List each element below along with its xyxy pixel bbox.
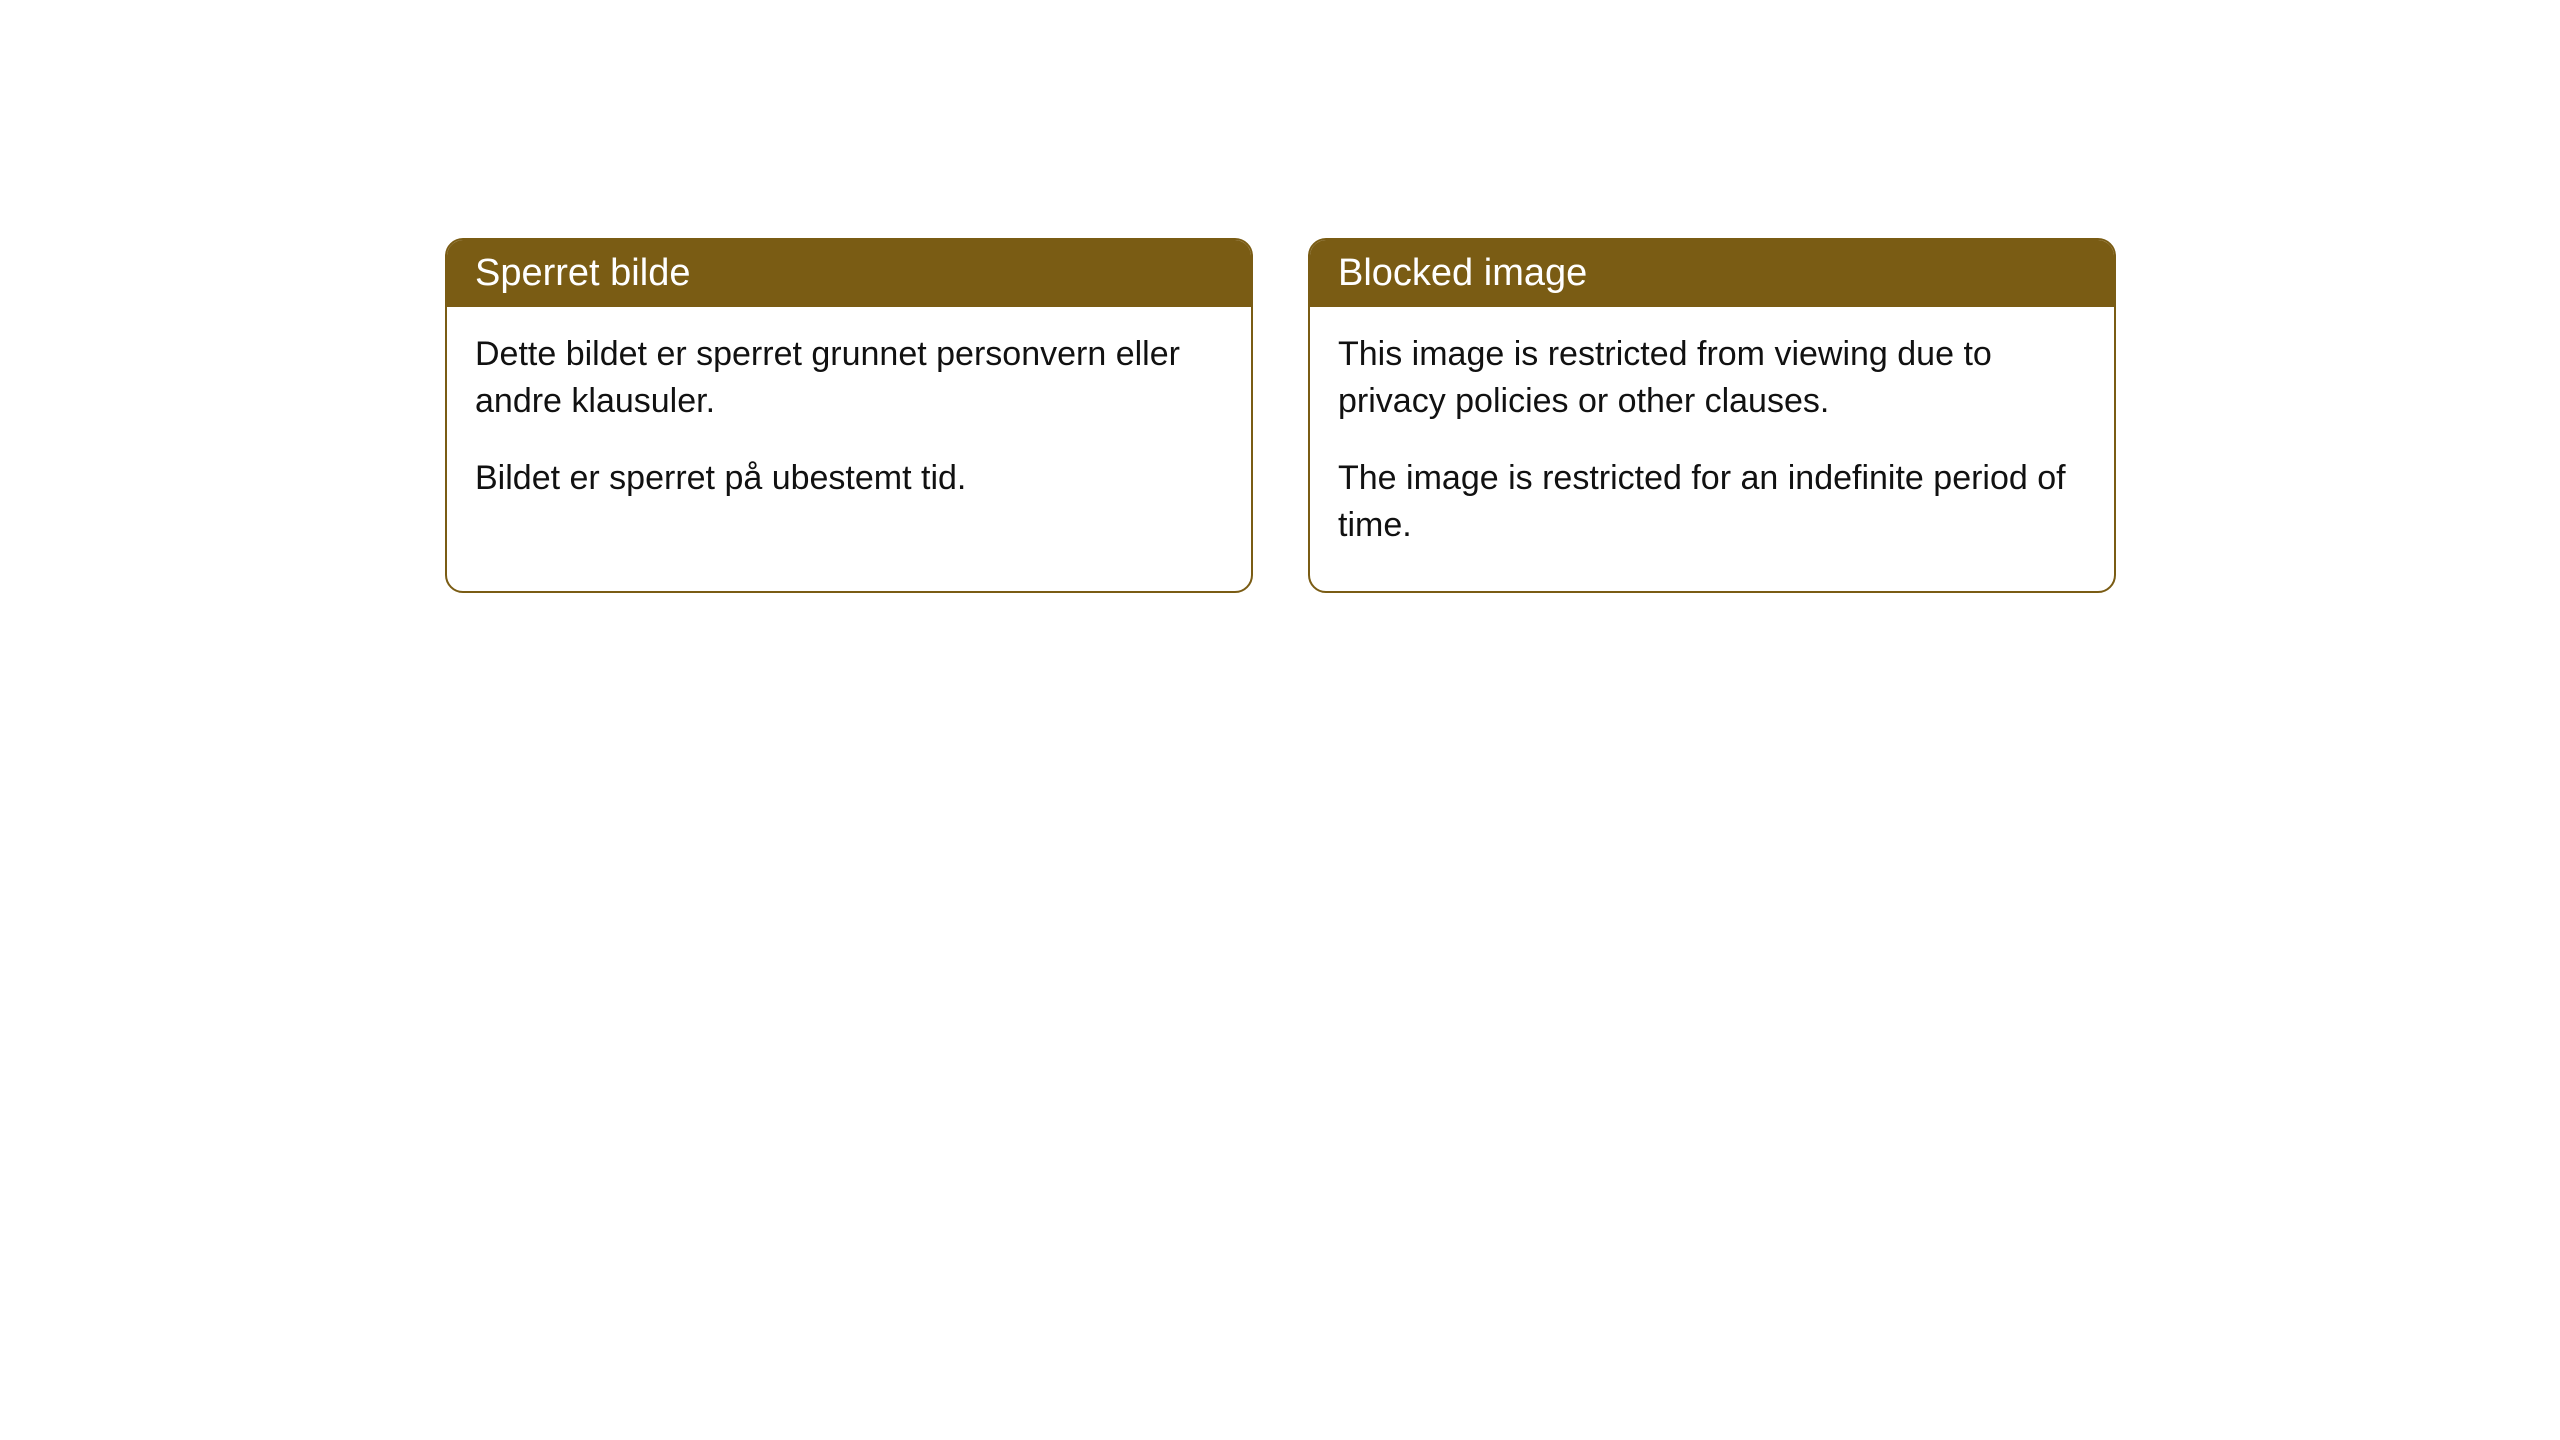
notice-title: Sperret bilde [475, 252, 690, 294]
notice-paragraph: Bildet er sperret på ubestemt tid. [475, 455, 1223, 502]
notice-body-norwegian: Dette bildet er sperret grunnet personve… [447, 307, 1251, 544]
notice-body-english: This image is restricted from viewing du… [1310, 307, 2114, 591]
notice-paragraph: The image is restricted for an indefinit… [1338, 455, 2086, 549]
notice-card-english: Blocked image This image is restricted f… [1308, 238, 2116, 593]
notice-card-norwegian: Sperret bilde Dette bildet er sperret gr… [445, 238, 1253, 593]
notice-header-norwegian: Sperret bilde [447, 240, 1251, 307]
notice-title: Blocked image [1338, 252, 1587, 294]
notice-paragraph: This image is restricted from viewing du… [1338, 331, 2086, 425]
notice-container: Sperret bilde Dette bildet er sperret gr… [445, 238, 2116, 593]
notice-header-english: Blocked image [1310, 240, 2114, 307]
notice-paragraph: Dette bildet er sperret grunnet personve… [475, 331, 1223, 425]
